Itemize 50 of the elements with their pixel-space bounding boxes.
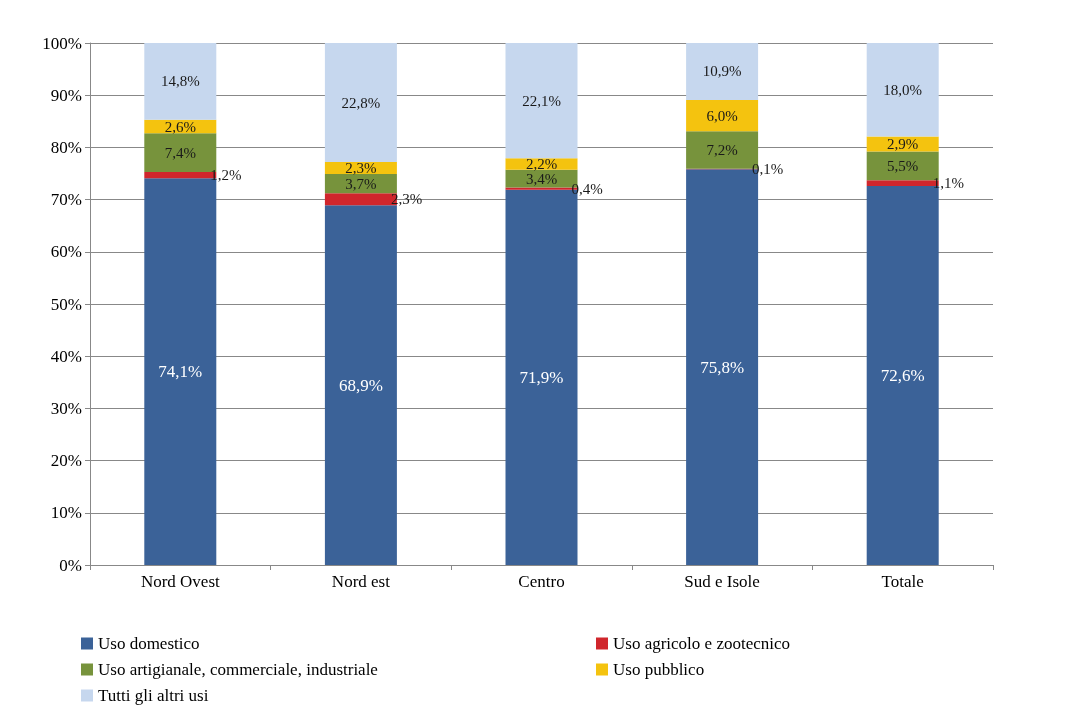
y-tick-label: 0% — [59, 555, 82, 575]
y-tick-label: 100% — [42, 33, 82, 53]
data-label: 75,8% — [700, 357, 745, 377]
data-label: 2,2% — [525, 156, 558, 173]
data-label: 10,9% — [702, 63, 742, 80]
legend-label: Uso artigianale, commerciale, industriale — [98, 660, 378, 679]
data-label: 18,0% — [883, 81, 923, 98]
bar — [144, 133, 217, 172]
x-tick-label: Nord Ovest — [140, 572, 220, 591]
data-label: 6,0% — [706, 107, 738, 124]
y-tick-label: 20% — [50, 451, 82, 471]
data-label: 3,7% — [345, 175, 377, 192]
x-tick-label: Sud e Isole — [684, 572, 760, 591]
y-tick-label: 50% — [50, 294, 82, 314]
y-tick-label: 30% — [50, 398, 82, 418]
bar — [324, 43, 397, 163]
legend-label: Uso pubblico — [613, 660, 705, 679]
bar — [866, 136, 939, 152]
legend-label: Uso agricolo e zootecnico — [613, 634, 791, 653]
y-tick-label: 80% — [50, 137, 82, 157]
y-tick-label: 70% — [50, 190, 82, 210]
x-tick-label: Centro — [518, 572, 565, 591]
data-label: 2,9% — [887, 136, 919, 153]
y-tick-label: 40% — [50, 346, 82, 366]
data-label: 2,3% — [345, 160, 377, 177]
y-tick-label: 60% — [50, 242, 82, 262]
data-label: 5,5% — [887, 157, 919, 174]
data-label: 22,1% — [522, 92, 561, 109]
data-label: 72,6% — [880, 366, 925, 386]
x-tick-label: Totale — [881, 572, 924, 591]
bar — [505, 43, 578, 159]
data-label: 3,4% — [525, 170, 558, 187]
data-label: 68,9% — [338, 375, 383, 395]
x-tick-label: Nord est — [331, 572, 391, 591]
legend-label: Tutti gli altri usi — [98, 686, 209, 705]
y-tick-label: 10% — [50, 503, 82, 523]
bar — [144, 43, 217, 120]
data-label: 71,9% — [519, 367, 564, 387]
data-label: 7,4% — [164, 144, 196, 161]
data-label: 7,2% — [706, 142, 738, 159]
bar — [686, 99, 759, 132]
bar — [686, 43, 759, 100]
data-label: 2,6% — [164, 118, 196, 135]
legend-label: Uso domestico — [98, 634, 200, 653]
data-label: 14,8% — [160, 73, 200, 90]
data-label: 22,8% — [341, 94, 381, 111]
y-tick-label: 90% — [50, 85, 82, 105]
bar — [866, 43, 939, 137]
bar — [324, 205, 397, 565]
data-label: 74,1% — [158, 362, 203, 382]
